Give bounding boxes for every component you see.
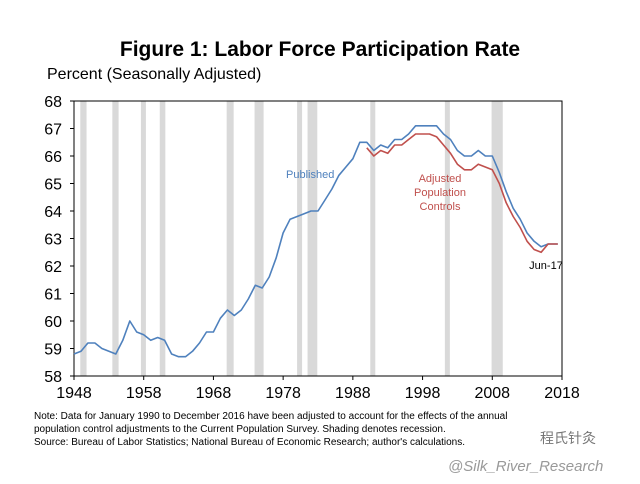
y-axis-label: Percent (Seasonally Adjusted) [47, 66, 262, 83]
recession-band [140, 101, 146, 376]
recession-band [491, 101, 503, 376]
y-tick-label: 68 [44, 94, 62, 111]
source-line: Source: Bureau of Labor Statistics; Nati… [34, 437, 466, 448]
watermark-label: 程氏针灸 [540, 430, 596, 446]
annotation-controls: Controls [420, 201, 461, 213]
y-tick-label: 66 [44, 149, 62, 166]
plot-border [73, 100, 563, 377]
footnote: Note: Data for January 1990 to December … [34, 410, 614, 449]
y-tick-label: 59 [44, 342, 62, 359]
y-tick-label: 63 [44, 232, 62, 249]
annotations: Published Adjusted Population Controls J… [286, 169, 563, 272]
annotation-population: Population [414, 187, 466, 199]
recession-band [297, 101, 303, 376]
recession-band [112, 101, 119, 376]
series-line-0 [73, 125, 558, 358]
annotation-published: Published [286, 169, 334, 181]
recession-band [254, 101, 264, 376]
plot-frame [73, 100, 563, 377]
axis-ticks: 58 59 60 61 62 63 64 65 66 67 68 1948 1958 1968 1978 19… [44, 94, 580, 402]
y-tick-label: 62 [44, 259, 62, 276]
series-line-1 [366, 133, 558, 254]
recession-band [444, 101, 450, 376]
series-lines [73, 125, 558, 358]
x-tick-label: 1948 [56, 385, 92, 402]
x-tick-label: 2018 [544, 385, 580, 402]
recession-band [226, 101, 234, 376]
x-tick-label: 1988 [335, 385, 371, 402]
recession-band [80, 101, 87, 376]
annotation-jun17: Jun-17 [529, 260, 563, 272]
x-tick-label: 1978 [265, 385, 301, 402]
y-tick-label: 67 [44, 122, 62, 139]
recession-band [159, 101, 166, 376]
y-tick-label: 64 [44, 204, 62, 221]
recession-band [370, 101, 376, 376]
y-tick-label: 60 [44, 314, 62, 331]
annotation-adjusted: Adjusted [419, 173, 462, 185]
x-tick-label: 2008 [474, 385, 510, 402]
y-tick-label: 65 [44, 177, 62, 194]
recession-shading [80, 101, 503, 376]
watermark-handle: @Silk_River_Research [448, 458, 604, 475]
y-tick-label: 58 [44, 369, 62, 386]
x-tick-label: 1958 [126, 385, 162, 402]
recession-band [307, 101, 318, 376]
note-line-1: Note: Data for January 1990 to December … [34, 411, 508, 422]
x-tick-label: 1968 [196, 385, 232, 402]
note-line-2: population control adjustments to the Cu… [34, 424, 446, 435]
y-tick-label: 61 [44, 287, 62, 304]
x-tick-label: 1998 [405, 385, 441, 402]
chart-title: Figure 1: Labor Force Participation Rate [119, 38, 521, 61]
